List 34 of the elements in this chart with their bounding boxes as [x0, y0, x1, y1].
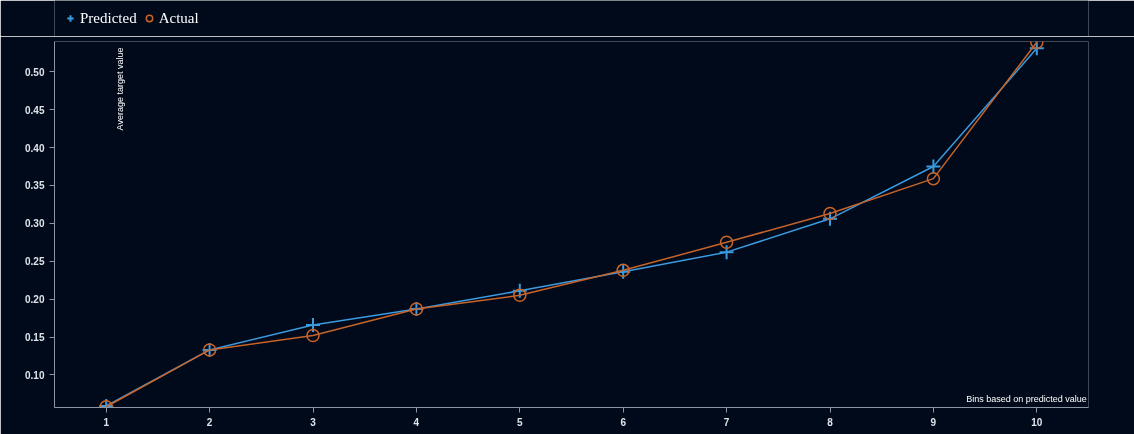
y-tick-label: 0.30 [25, 218, 45, 230]
x-tick-label: 3 [310, 416, 317, 428]
x-tick-label: 8 [827, 416, 834, 428]
x-tick-label: 4 [413, 416, 420, 428]
x-tick-label: 2 [206, 416, 213, 428]
x-axis-title: Bins based on predicted value [966, 393, 1087, 404]
point [926, 171, 941, 186]
point [305, 316, 321, 333]
y-axis-title: Average target value [114, 47, 125, 131]
point [823, 206, 837, 221]
y-tick-label: 0.15 [25, 332, 45, 344]
y-tick-label: 0.20 [25, 294, 45, 306]
y-tick-label: 0.10 [25, 369, 45, 381]
point [513, 288, 527, 303]
point [1028, 41, 1045, 57]
x-tick-label: 9 [930, 416, 937, 428]
point [719, 235, 734, 250]
legend-label: Actual [158, 9, 199, 27]
y-tick-label: 0.35 [25, 180, 45, 192]
x-tick-label: 6 [620, 416, 627, 428]
point [306, 328, 320, 343]
y-tick-label: 0.40 [25, 142, 45, 154]
y-tick-label: 0.50 [25, 66, 45, 78]
point [822, 210, 838, 227]
x-tick-label: 1 [103, 416, 110, 428]
point [925, 158, 942, 175]
y-tick-label: 0.45 [25, 104, 45, 116]
y-tick-label: 0.25 [25, 256, 45, 268]
legend-label: Predicted [80, 9, 137, 27]
x-tick-label: 5 [517, 416, 524, 428]
x-tick-label: 10 [1031, 416, 1043, 428]
point [718, 244, 735, 261]
point [511, 282, 528, 299]
x-tick-label: 7 [723, 416, 730, 428]
